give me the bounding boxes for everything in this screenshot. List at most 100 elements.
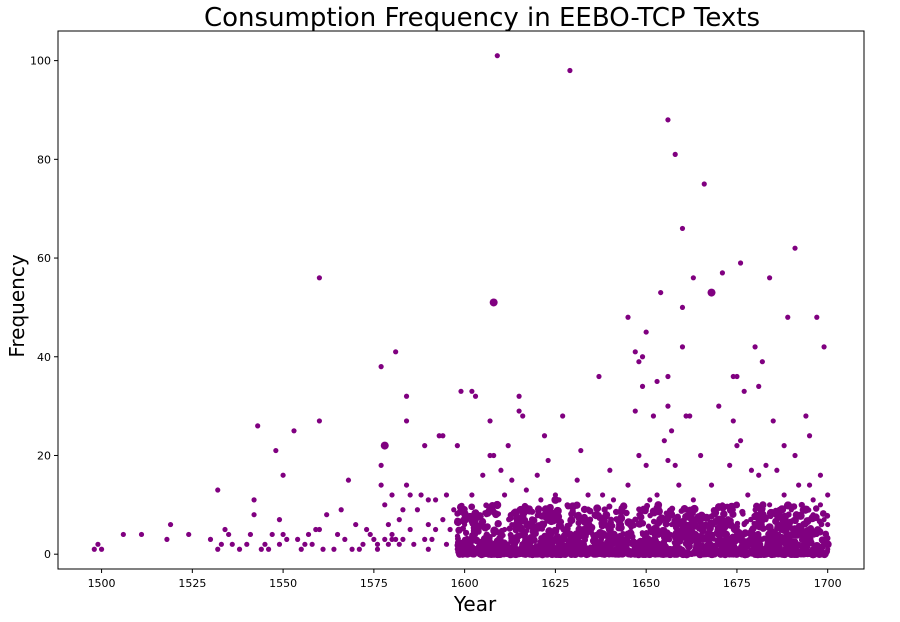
data-point (545, 507, 553, 515)
data-point-large (722, 530, 731, 539)
data-point (483, 502, 490, 509)
data-point (506, 550, 515, 559)
data-point (524, 538, 531, 545)
y-tick-label: 100 (30, 55, 51, 68)
data-point (715, 515, 724, 524)
data-point (573, 501, 581, 509)
data-point (258, 546, 264, 552)
data-point (229, 541, 235, 547)
data-point (596, 373, 602, 380)
data-point (280, 531, 286, 538)
data-point (654, 492, 660, 498)
data-point (440, 433, 446, 439)
data-point (581, 536, 588, 543)
data-point (371, 536, 377, 542)
data-point (734, 443, 740, 449)
data-point (759, 501, 767, 509)
data-point (591, 536, 599, 544)
data-point (641, 539, 648, 546)
data-point (494, 53, 500, 59)
data-point (545, 534, 553, 542)
data-point (599, 533, 606, 540)
data-point (635, 519, 644, 528)
data-point (562, 526, 571, 534)
data-point (616, 509, 622, 515)
data-point (747, 534, 756, 542)
data-point (302, 541, 308, 547)
data-point (458, 539, 465, 547)
data-point (752, 344, 758, 350)
data-point (668, 428, 675, 434)
data-point (665, 536, 671, 543)
data-point (389, 531, 395, 538)
data-point-large (689, 535, 698, 544)
data-point (639, 530, 645, 536)
x-tick-label: 1525 (178, 577, 206, 590)
data-point (701, 521, 710, 530)
data-point (411, 541, 417, 547)
data-point (665, 403, 671, 409)
data-point (542, 546, 551, 555)
data-point (734, 520, 741, 527)
data-point (665, 373, 671, 380)
data-point (393, 349, 399, 355)
x-tick-label: 1700 (814, 577, 842, 590)
data-point (758, 517, 766, 525)
data-point (316, 418, 323, 424)
data-point (512, 545, 520, 553)
data-point (679, 304, 686, 311)
data-point (695, 525, 703, 532)
data-point-large (551, 495, 560, 504)
data-point (575, 530, 584, 539)
data-point (482, 538, 488, 544)
data-point (727, 462, 733, 468)
data-point (734, 373, 740, 380)
data-point (472, 516, 479, 523)
data-point (690, 275, 696, 281)
data-point (616, 520, 625, 529)
data-point (607, 548, 616, 557)
data-point (756, 383, 762, 389)
data-point (650, 508, 658, 517)
data-point (811, 543, 817, 549)
data-point (729, 510, 737, 518)
data-point (484, 542, 491, 549)
data-point (769, 548, 777, 555)
data-point (493, 500, 502, 510)
data-point (665, 117, 671, 123)
data-point (501, 492, 508, 498)
data-point (714, 537, 722, 545)
data-point (95, 541, 101, 547)
data-point (809, 529, 818, 538)
data-point (585, 526, 592, 533)
data-point (385, 541, 391, 547)
data-point (653, 530, 660, 536)
data-point (298, 546, 304, 552)
data-point (574, 477, 580, 483)
data-point (641, 550, 650, 558)
data-point (356, 546, 362, 552)
chart-title: Consumption Frequency in EEBO-TCP Texts (204, 3, 760, 33)
data-point (821, 344, 827, 350)
data-point (407, 492, 413, 498)
data-point (382, 536, 388, 542)
data-point (215, 487, 221, 493)
data-point (516, 393, 522, 399)
data-point (785, 314, 791, 320)
data-point (218, 541, 224, 547)
data-point (601, 506, 608, 513)
data-point (800, 520, 808, 528)
data-point (475, 545, 483, 554)
data-point (791, 549, 799, 556)
data-point (269, 531, 275, 538)
data-point (516, 408, 522, 414)
data-point (671, 550, 679, 558)
data-point (643, 329, 649, 335)
data-point (737, 260, 744, 266)
data-point (432, 497, 439, 503)
data-point (425, 546, 431, 552)
data-point (528, 550, 537, 559)
data-point (382, 502, 388, 508)
data-point (265, 546, 272, 552)
data-point (748, 467, 755, 473)
